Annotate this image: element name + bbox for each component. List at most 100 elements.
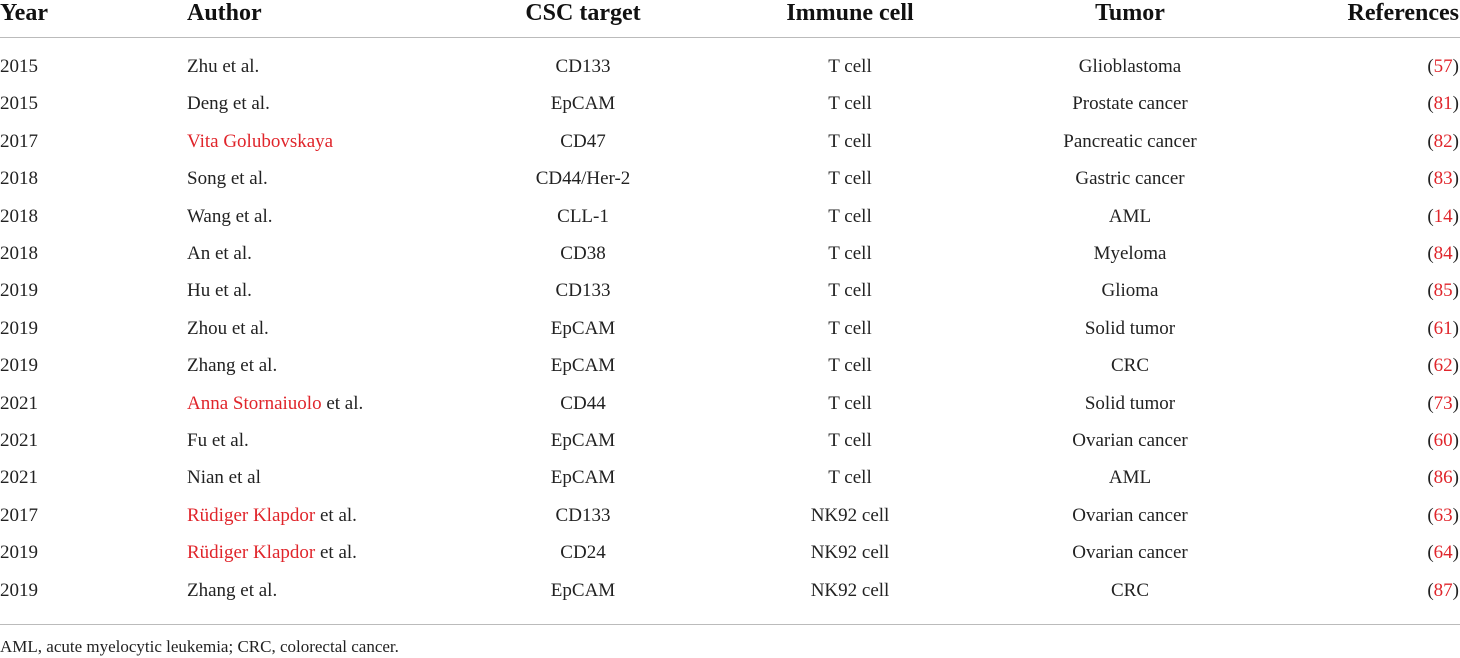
reference-cell: (14) [1427,205,1459,227]
reference-link[interactable]: 84 [1433,243,1453,264]
year-cell: 2019 [0,317,38,339]
reference-link[interactable]: 85 [1433,280,1453,302]
reference-cell: (64) [1427,542,1459,564]
author-link[interactable]: Vita Golubovskaya [187,130,334,152]
reference-link[interactable]: 81 [1433,93,1453,115]
reference-cell: (86) [1427,467,1459,489]
immune-cell: T cell [828,317,872,339]
immune-cell: T cell [828,93,872,115]
reference-link[interactable]: 64 [1433,542,1453,564]
tumor-cell: AML [1108,205,1152,227]
author-suffix: et al. [321,392,364,414]
reference-link[interactable]: 82 [1433,130,1453,152]
target-cell: CD133 [555,504,611,526]
tumor-cell: CRC [1110,355,1150,377]
author-cell: Nian et al [187,467,261,489]
year-cell: 2019 [0,355,38,377]
author-suffix: et al. [315,542,357,564]
immune-cell: NK92 cell [810,504,890,526]
year-cell: 2017 [0,130,38,152]
author-cell: Wang et al. [187,205,273,227]
tumor-cell: Solid tumor [1084,392,1176,414]
year-cell: 2015 [0,93,38,115]
author-cell: Anna Stornaiuolo et al. [187,392,363,416]
author-cell: Zhang et al. [187,355,278,377]
author-cell: Vita Golubovskaya [187,130,333,154]
reference-link[interactable]: 14 [1433,205,1453,227]
reference-link[interactable]: 87 [1433,579,1453,601]
target-cell: EpCAM [550,355,616,377]
immune-cell: T cell [828,280,872,302]
year-cell: 2021 [0,392,38,414]
target-cell: CD44/Her-2 [535,168,631,190]
tumor-cell: Ovarian cancer [1072,542,1188,564]
tumor-cell: Gastric cancer [1075,168,1185,190]
column-header: Author [187,0,262,26]
immune-cell: T cell [828,56,872,77]
target-cell: EpCAM [550,579,616,601]
reference-link[interactable]: 63 [1433,504,1453,526]
year-cell: 2019 [0,542,38,564]
author-cell: Rüdiger Klapdor et al. [187,504,357,528]
bottom-rule [0,624,1460,625]
target-cell: EpCAM [550,93,616,115]
immune-cell: T cell [828,355,872,377]
immune-cell: T cell [828,168,872,190]
year-cell: 2018 [0,168,38,190]
immune-cell: T cell [828,430,872,451]
immune-cell: T cell [828,205,872,227]
target-cell: CD133 [555,280,611,302]
header-rule [0,37,1460,38]
author-cell: Zhu et al. [187,56,260,77]
target-cell: EpCAM [550,430,616,451]
reference-cell: (57) [1427,56,1459,77]
column-header: Immune cell [786,0,914,26]
reference-link[interactable]: 61 [1433,317,1453,339]
target-cell: EpCAM [550,317,616,339]
reference-cell: (73) [1427,392,1459,414]
reference-cell: (62) [1427,355,1459,377]
tumor-cell: Glioma [1101,280,1159,302]
tumor-cell: CRC [1110,579,1150,601]
immune-cell: NK92 cell [810,542,890,564]
tumor-cell: Glioblastoma [1078,56,1182,77]
year-cell: 2021 [0,467,38,489]
column-header: Tumor [1095,0,1165,26]
author-cell: Zhang et al. [187,579,278,601]
reference-cell: (82) [1427,130,1459,152]
column-header: Year [0,0,48,26]
immune-cell: T cell [828,392,872,414]
author-cell: Rüdiger Klapdor et al. [187,541,357,565]
year-cell: 2021 [0,430,38,451]
author-cell: Fu et al. [187,430,249,451]
reference-cell: (61) [1427,317,1459,339]
author-cell: Song et al. [187,168,268,190]
author-suffix: et al. [315,504,357,526]
reference-link[interactable]: 83 [1433,168,1453,190]
year-cell: 2019 [0,579,38,601]
target-cell: CD47 [560,130,606,152]
author-link[interactable]: Rüdiger Klapdor [187,542,316,564]
reference-cell: (87) [1427,579,1459,601]
immune-cell: T cell [828,467,872,489]
year-cell: 2015 [0,56,38,77]
reference-link[interactable]: 60 [1433,430,1453,451]
tumor-cell: Prostate cancer [1072,93,1188,115]
immune-cell: T cell [828,243,872,264]
column-header: References [1347,0,1460,26]
tumor-cell: Ovarian cancer [1072,504,1188,526]
reference-link[interactable]: 73 [1433,392,1453,414]
year-cell: 2019 [0,280,38,302]
reference-link[interactable]: 62 [1433,355,1453,377]
author-link[interactable]: Anna Stornaiuolo [187,392,322,414]
author-cell: Zhou et al. [187,317,269,339]
year-cell: 2017 [0,504,38,526]
column-header: CSC target [525,0,641,26]
reference-link[interactable]: 86 [1433,467,1453,489]
reference-link[interactable]: 57 [1433,56,1453,77]
reference-cell: (85) [1427,280,1459,302]
target-cell: EpCAM [550,467,616,489]
reference-cell: (60) [1427,430,1459,451]
author-link[interactable]: Rüdiger Klapdor [187,504,316,526]
